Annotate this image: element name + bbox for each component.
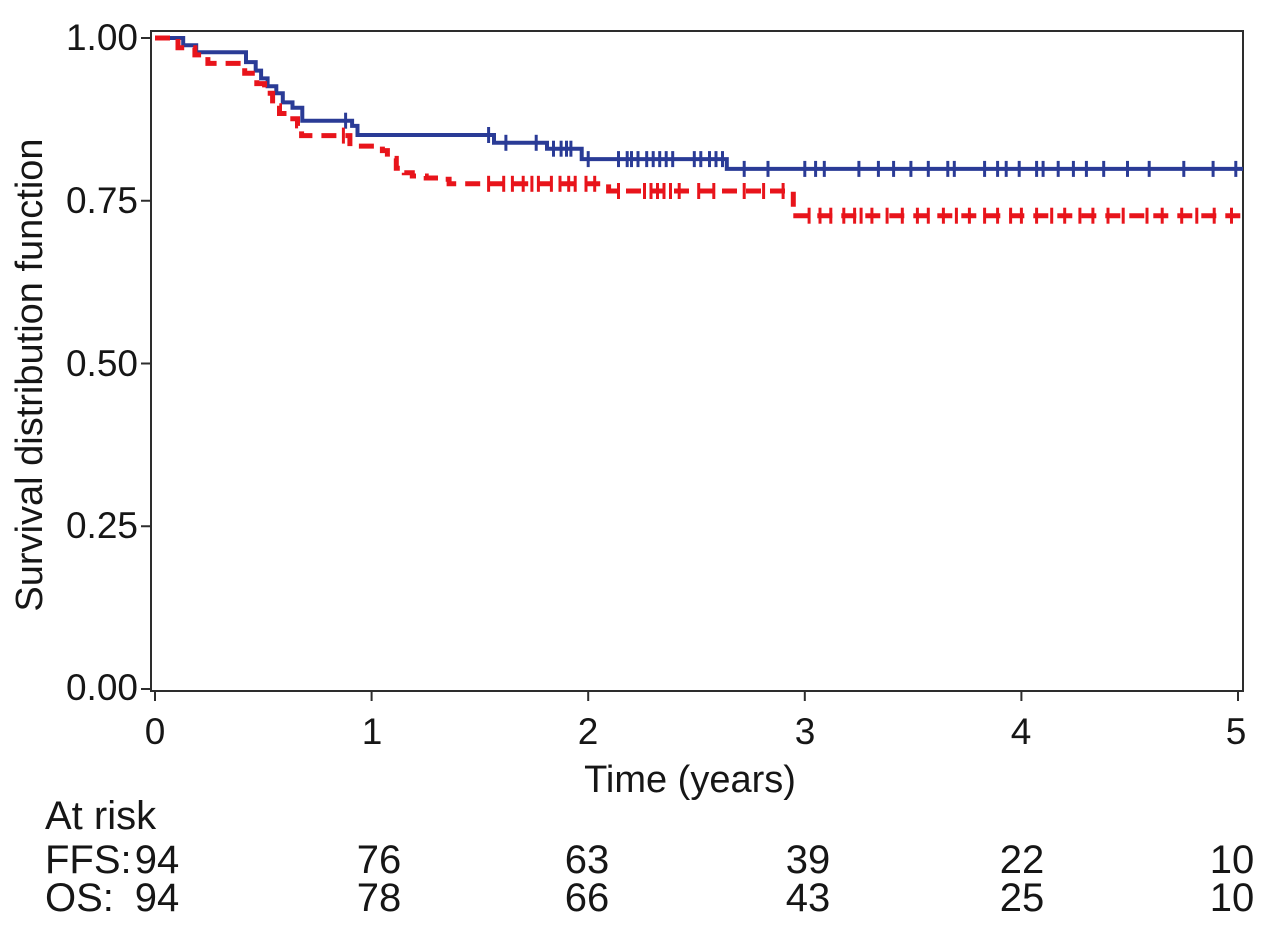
x-tick-label-3: 3 — [795, 711, 816, 752]
at-risk-os-count-4: 25 — [1000, 876, 1045, 920]
x-tick-label-2: 2 — [578, 711, 599, 752]
x-tick-label-4: 4 — [1011, 711, 1032, 752]
y-tick-label-1.00: 1.00 — [66, 17, 138, 58]
x-tick-label-1: 1 — [362, 711, 383, 752]
y-axis-title: Survival distribution function — [9, 138, 51, 611]
y-axis-ticks — [141, 37, 151, 690]
at-risk-ffs-count-1: 76 — [357, 838, 402, 882]
at-risk-os-count-3: 43 — [786, 876, 831, 920]
x-axis-ticks — [154, 691, 1239, 701]
at-risk-row-label-os: OS: — [45, 876, 114, 920]
ffs-curve — [155, 35, 1243, 219]
y-tick-label-0.50: 0.50 — [66, 343, 138, 384]
at-risk-os-count-5: 10 — [1210, 876, 1255, 920]
at-risk-title: At risk — [45, 794, 157, 838]
os-curve — [155, 36, 1243, 171]
at-risk-ffs-count-5: 10 — [1210, 838, 1255, 882]
ffs-censor-marks — [341, 127, 1233, 224]
x-tick-label-5: 5 — [1226, 711, 1247, 752]
y-tick-label-0.25: 0.25 — [66, 505, 138, 546]
at-risk-os-count-1: 78 — [357, 876, 402, 920]
at-risk-ffs-count-0: 94 — [135, 838, 180, 882]
at-risk-ffs-count-3: 39 — [786, 838, 831, 882]
at-risk-os-count-0: 94 — [135, 876, 180, 920]
at-risk-row-label-ffs: FFS: — [45, 838, 132, 882]
x-tick-label-0: 0 — [145, 711, 166, 752]
y-tick-label-0.00: 0.00 — [66, 667, 138, 708]
plot-frame — [150, 30, 1244, 692]
os-censor-marks — [344, 112, 1238, 177]
x-axis-title: Time (years) — [584, 759, 796, 801]
at-risk-ffs-count-2: 63 — [565, 838, 610, 882]
at-risk-os-count-2: 66 — [565, 876, 610, 920]
at-risk-ffs-count-4: 22 — [1000, 838, 1045, 882]
y-tick-label-0.75: 0.75 — [66, 180, 138, 221]
